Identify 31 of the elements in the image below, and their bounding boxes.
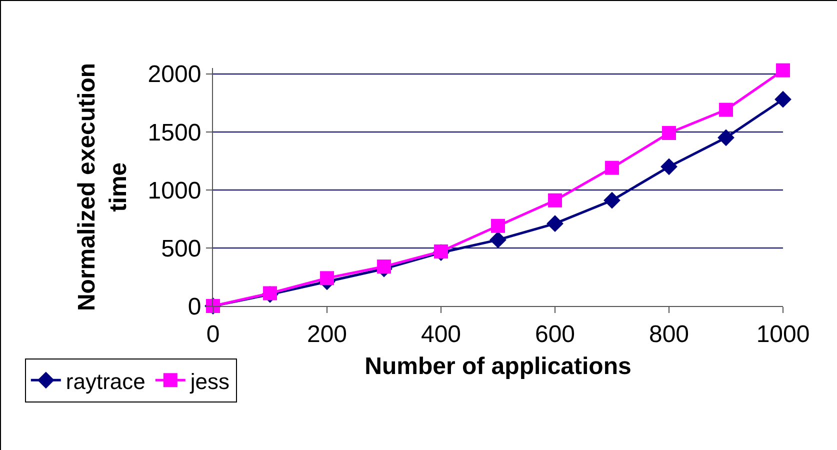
point [490, 231, 506, 248]
y-tick-label: 2000 [148, 61, 202, 88]
x-tick-label: 400 [420, 320, 462, 348]
x-tick-label: 200 [306, 320, 348, 348]
y-tick-label: 500 [161, 235, 202, 262]
point [546, 215, 564, 232]
point [660, 158, 678, 176]
legend-label: jess [189, 368, 230, 394]
x-axis-title: Number of applications [364, 353, 632, 380]
x-tick-label: 1000 [756, 320, 810, 348]
x-tick-label: 600 [534, 320, 576, 348]
point [776, 63, 790, 78]
point [320, 271, 334, 286]
y-tick-label: 0 [188, 293, 202, 320]
x-tick-label: 0 [206, 320, 220, 348]
y-axis-title: Normalized execution time [74, 62, 132, 312]
point [434, 244, 448, 258]
point [605, 160, 619, 175]
point [491, 218, 505, 233]
x-tick-label: 800 [648, 320, 690, 348]
y-tick-label: 1000 [148, 177, 202, 204]
y-tick-label: 1500 [148, 119, 202, 146]
point [604, 192, 620, 209]
legend-label: raytrace [66, 368, 146, 394]
point [719, 102, 733, 117]
point [774, 90, 792, 108]
point [377, 260, 391, 274]
point [662, 126, 676, 140]
point [548, 193, 562, 208]
point [718, 129, 734, 146]
point [263, 286, 277, 300]
